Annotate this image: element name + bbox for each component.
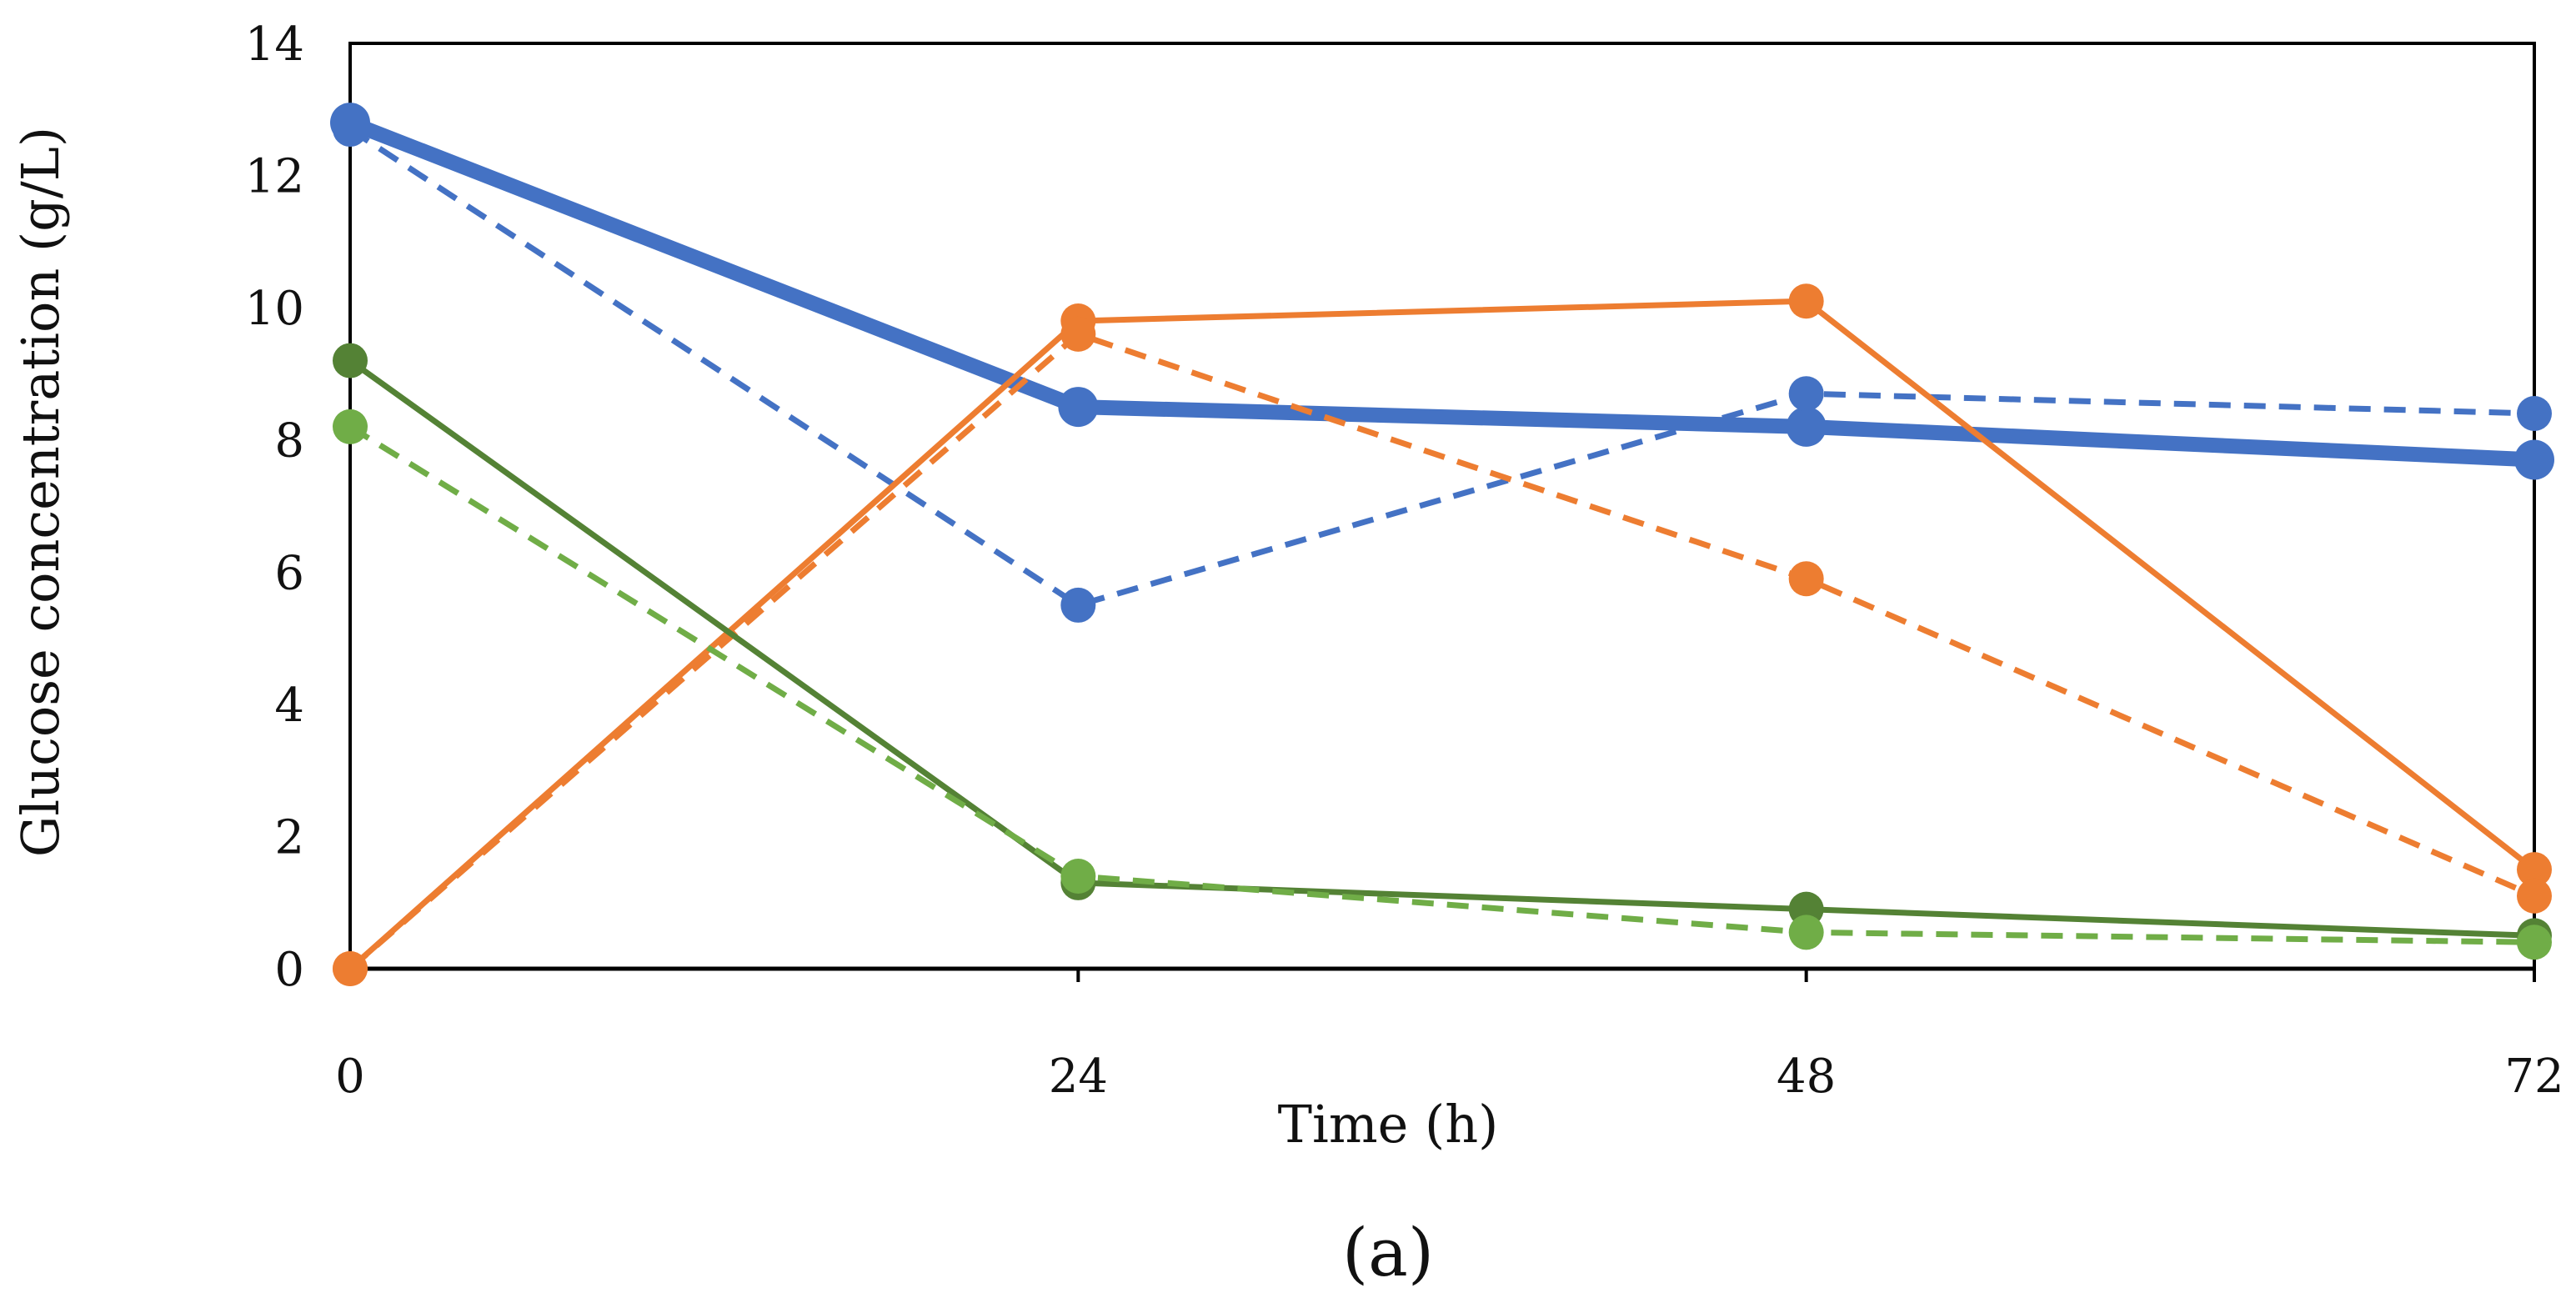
data-point [1060,587,1096,623]
series [330,103,2554,480]
data-point [1058,387,1099,428]
x-tick-label: 72 [2504,1050,2563,1104]
x-axis-title: Time (h) [1278,1094,1499,1155]
y-tick-label: 10 [245,282,304,336]
data-point [1788,915,1824,950]
series-line [348,423,2535,945]
data-point [1788,283,1824,319]
y-tick-label: 4 [274,679,304,733]
series-line [347,115,2535,468]
data-point [2517,925,2552,960]
data-point [2517,878,2552,914]
series [333,316,2552,986]
data-point [2517,396,2552,431]
y-tick-label: 2 [274,810,304,864]
data-point [2514,439,2554,480]
series-line [348,358,2535,939]
y-tick-label: 0 [274,943,304,997]
series-line [348,127,2535,609]
y-tick-label: 12 [245,150,304,204]
series [333,343,2552,954]
series-line [348,298,2537,971]
data-point [333,112,368,148]
data-point [1060,316,1096,352]
data-point [2517,852,2552,888]
series [333,283,2552,986]
data-point [1060,859,1096,894]
series-layer [330,103,2554,986]
data-point [1788,376,1824,412]
x-tick-label: 24 [1049,1050,1108,1104]
x-axis-ticks: 0 24 48 72 [335,969,2564,1104]
data-point [333,343,368,378]
plot-area [348,42,2536,970]
data-point [333,408,368,444]
y-tick-label: 14 [245,18,304,72]
x-tick-label: 0 [335,1050,365,1104]
data-point [333,951,368,986]
series-line [348,331,2536,971]
y-tick-label: 8 [274,414,304,469]
y-axis-ticks: 0 2 4 6 8 10 12 14 [245,18,304,997]
data-point [1788,561,1824,597]
y-tick-label: 6 [274,546,304,600]
data-point [1786,406,1827,447]
x-tick-label: 48 [1777,1050,1836,1104]
chart-caption: (a) [1342,1214,1434,1291]
y-axis-title: Glucose concentration (g/L) [10,127,71,857]
series [333,112,2552,623]
series [333,408,2552,960]
